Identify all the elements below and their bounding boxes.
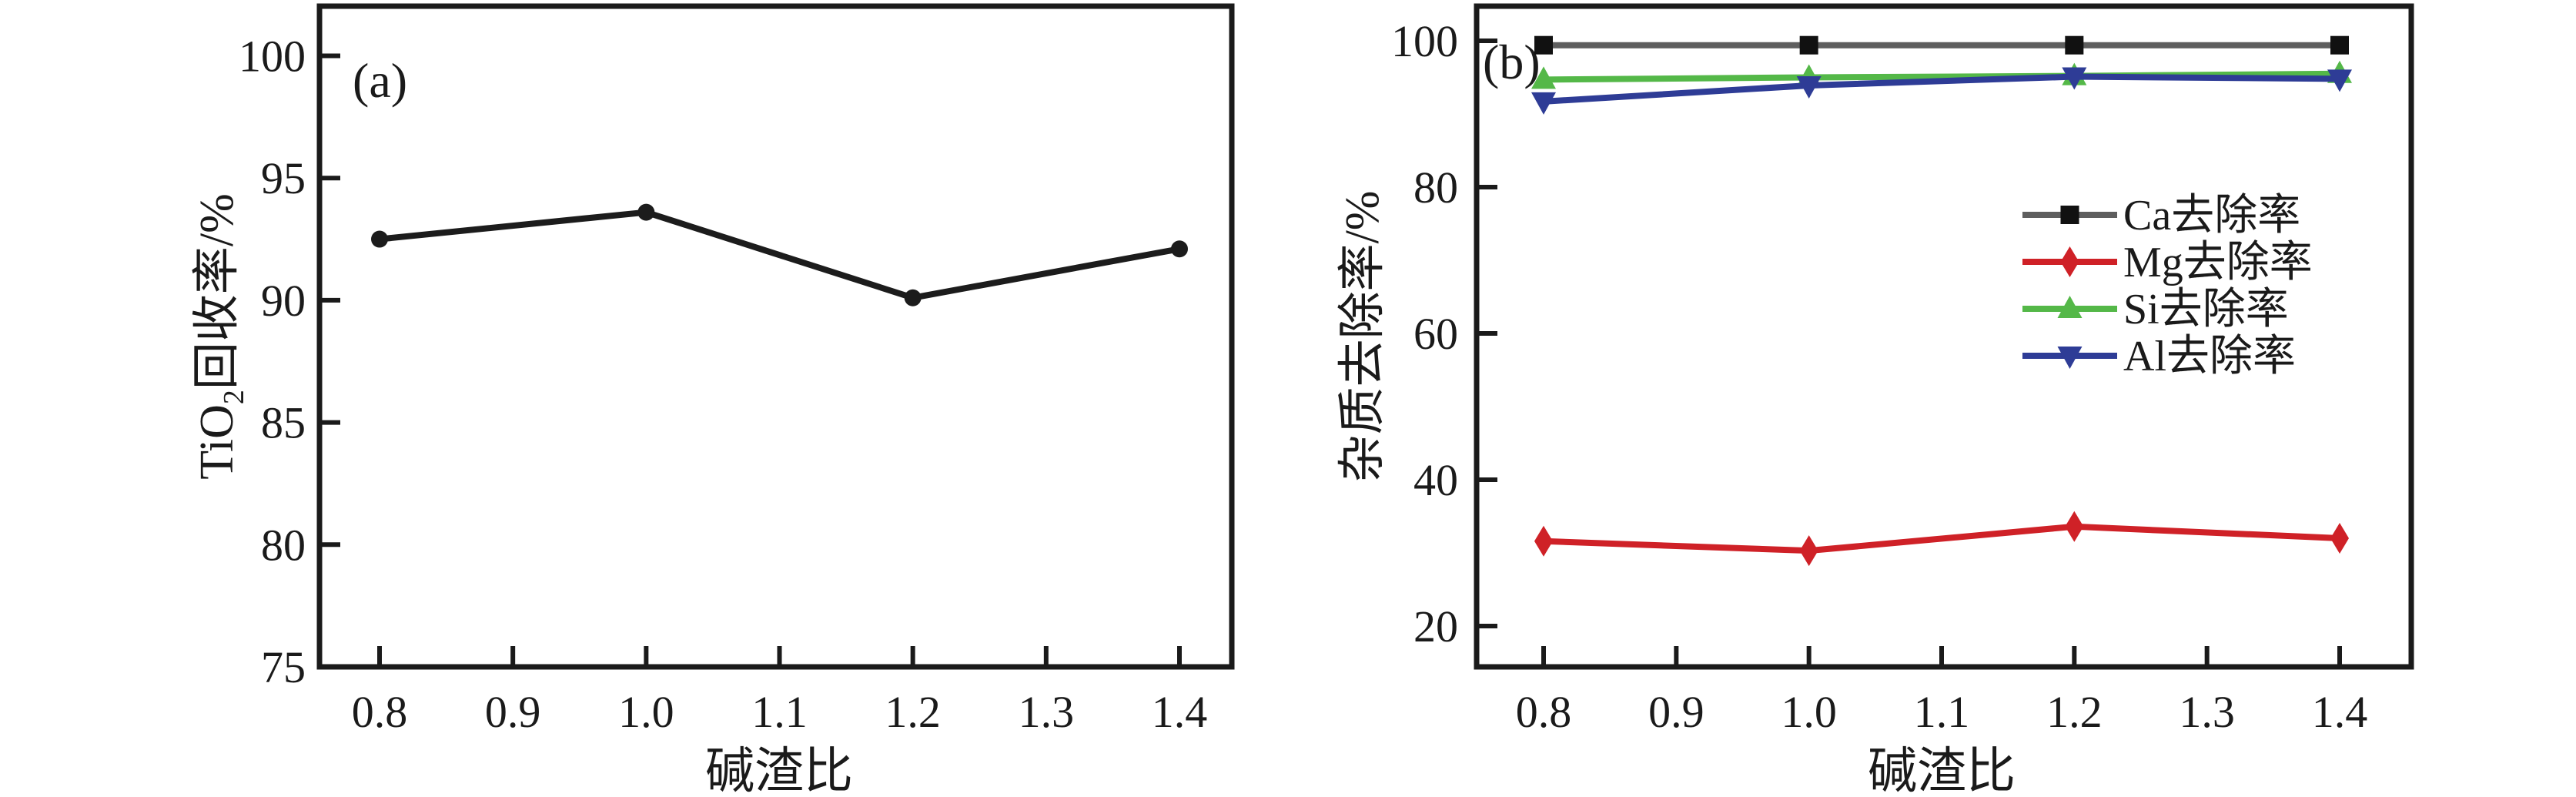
- x-tick-label: 0.8: [352, 687, 408, 737]
- y-tick-label: 60: [1413, 309, 1458, 359]
- chart-a: 0.8 0.9 1.0 1.1 1.2 1.3 1.4 75 80 85 90 95 100 (a) 碱渣比…: [191, 3, 1235, 797]
- data-point-marker: [371, 230, 388, 248]
- panel-label: (a): [353, 53, 407, 108]
- legend-entry-Al去除率: Al去除率: [2022, 333, 2296, 380]
- data-point-marker: [2330, 35, 2349, 55]
- x-tick-label: 1.0: [1781, 687, 1837, 737]
- plot-border: [1474, 3, 2414, 670]
- x-tick-label: 1.1: [751, 687, 808, 737]
- legend-entry-Mg去除率: Mg去除率: [2022, 239, 2313, 286]
- series-Si去除率: [1531, 60, 2352, 89]
- data-point-marker: [1531, 66, 1556, 89]
- plot-border: [316, 3, 1235, 670]
- series-Al去除率: [1531, 67, 2352, 115]
- legend-marker-icon: [2060, 206, 2079, 224]
- y-tick-label: 100: [239, 32, 306, 82]
- data-point-marker: [1799, 535, 1818, 567]
- x-axis-ticks: 0.8 0.9 1.0 1.1 1.2 1.3 1.4: [1516, 646, 2368, 737]
- x-tick-label: 1.1: [1914, 687, 1970, 737]
- data-point-marker: [1799, 35, 1818, 55]
- data-point-marker: [1531, 92, 1556, 115]
- y-tick-label: 75: [261, 642, 306, 692]
- x-axis-title: 碱渣比: [1868, 744, 2016, 797]
- y-tick-label: 40: [1413, 455, 1458, 505]
- data-point-marker: [904, 289, 922, 306]
- x-axis-title: 碱渣比: [705, 744, 853, 797]
- data-point-marker: [2065, 511, 2084, 542]
- y-tick-label: 90: [261, 276, 306, 326]
- data-point-marker: [637, 203, 655, 221]
- y-tick-label: 80: [261, 520, 306, 570]
- x-tick-label: 1.4: [2312, 687, 2368, 737]
- data-point-marker: [1534, 35, 1553, 55]
- data-point-marker: [2327, 69, 2352, 92]
- chart-b: 0.8 0.9 1.0 1.1 1.2 1.3 1.4 20 40 60 80 100 (b) 碱渣比 杂质…: [1337, 3, 2414, 797]
- x-tick-label: 1.4: [1152, 687, 1208, 737]
- data-point-marker: [2062, 67, 2087, 90]
- legend-label: Al去除率: [2123, 333, 2296, 380]
- x-tick-label: 1.2: [885, 687, 941, 737]
- y-axis-ticks: 75 80 85 90 95 100: [239, 32, 340, 692]
- series-TiO2回收率: [371, 203, 1188, 306]
- y-tick-label: 100: [1391, 16, 1458, 66]
- panel-label: (b): [1483, 35, 1541, 89]
- x-tick-label: 0.9: [1648, 687, 1705, 737]
- legend-marker-icon: [2060, 246, 2079, 277]
- legend-entry-Ca去除率: Ca去除率: [2022, 192, 2300, 239]
- series-line-Mg去除率: [1543, 523, 2340, 554]
- x-tick-label: 1.3: [2179, 687, 2235, 737]
- x-tick-label: 0.9: [485, 687, 541, 737]
- y-tick-label: 85: [261, 398, 306, 448]
- data-point-marker: [2330, 523, 2349, 554]
- legend-marker-icon: [2057, 347, 2083, 369]
- x-tick-label: 1.2: [2046, 687, 2103, 737]
- series-line-TiO2回收率: [379, 209, 1180, 301]
- y-axis-title: 杂质去除率/%: [1337, 191, 1389, 483]
- x-tick-label: 1.3: [1019, 687, 1075, 737]
- y-axis-title: TiO2回收率/%: [191, 193, 250, 480]
- data-point-marker: [1171, 240, 1188, 258]
- legend-label: Mg去除率: [2123, 239, 2313, 286]
- y-tick-label: 80: [1413, 162, 1458, 213]
- data-point-marker: [1796, 75, 1822, 99]
- series-Ca去除率: [1534, 35, 2349, 55]
- y-tick-label: 95: [261, 153, 306, 203]
- data-point-marker: [2065, 35, 2084, 55]
- legend-label: Si去除率: [2123, 286, 2289, 333]
- legend-marker-icon: [2057, 296, 2083, 318]
- legend-entry-Si去除率: Si去除率: [2022, 286, 2289, 333]
- legend-label: Ca去除率: [2123, 192, 2300, 239]
- data-point-marker: [1534, 525, 1553, 557]
- y-tick-label: 20: [1413, 601, 1458, 651]
- series-Mg去除率: [1534, 511, 2349, 567]
- x-tick-label: 0.8: [1516, 687, 1572, 737]
- y-axis-ticks: 20 40 60 80 100: [1391, 16, 1497, 651]
- x-axis-ticks: 0.8 0.9 1.0 1.1 1.2 1.3 1.4: [352, 646, 1208, 737]
- x-tick-label: 1.0: [618, 687, 674, 737]
- series-line-Al去除率: [1543, 73, 2340, 105]
